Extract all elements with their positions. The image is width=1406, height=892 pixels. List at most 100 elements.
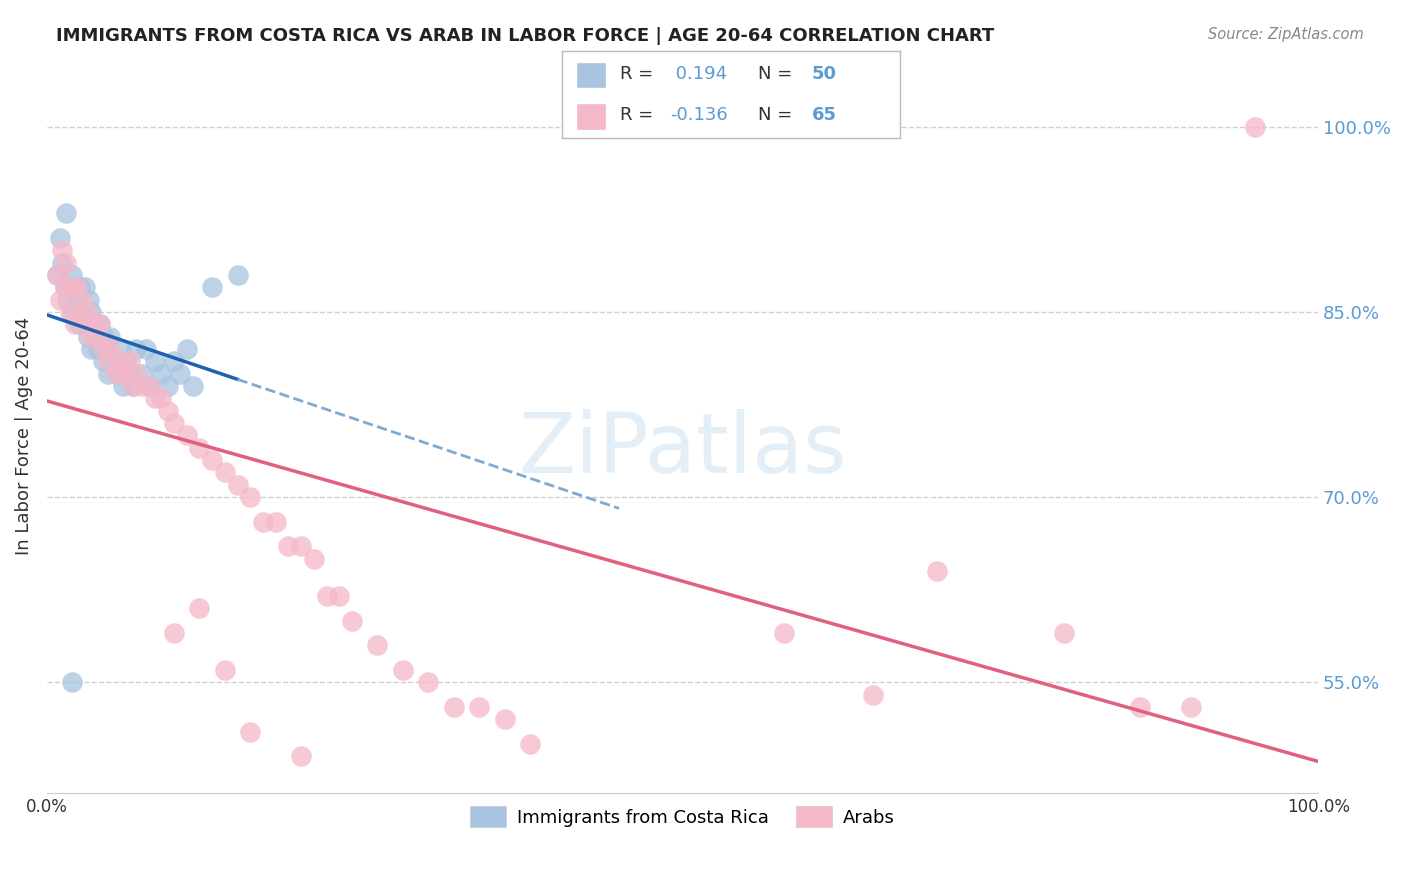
Point [150,367,173,381]
Point [114,354,136,368]
Point [1129,700,1152,714]
Point [143,354,166,368]
Point [1243,120,1265,134]
Point [188,601,211,615]
Point [226,477,249,491]
Text: R =: R = [620,65,659,84]
Point [122,379,145,393]
Point [91,354,114,368]
Point [214,663,236,677]
Point [59,305,82,319]
Point [105,367,128,381]
Point [80,305,103,319]
Point [53,280,76,294]
Point [277,540,299,554]
Point [51,244,73,258]
Point [519,737,541,751]
Point [87,329,110,343]
Point [93,329,115,343]
Point [51,255,73,269]
Point [131,379,153,393]
Point [110,342,132,356]
Point [53,280,76,294]
Point [131,367,153,381]
Text: -0.136: -0.136 [671,105,728,124]
Point [46,268,69,282]
Point [392,663,415,677]
Point [89,318,111,332]
Point [55,206,77,220]
Point [773,626,796,640]
Point [264,515,287,529]
Point [290,749,312,764]
Point [163,626,186,640]
Point [72,305,94,319]
FancyBboxPatch shape [576,62,606,88]
Text: Source: ZipAtlas.com: Source: ZipAtlas.com [1208,27,1364,42]
Point [169,367,191,381]
Point [366,638,388,652]
Point [82,318,104,332]
Point [94,342,117,356]
Point [176,428,198,442]
Point [112,367,135,381]
Point [156,379,179,393]
Point [201,280,224,294]
Point [143,392,166,406]
Point [112,379,135,393]
Point [76,329,98,343]
Point [125,342,148,356]
Point [135,342,157,356]
Point [59,280,82,294]
Point [118,367,141,381]
Point [150,392,173,406]
Point [252,515,274,529]
Point [46,268,69,282]
Point [66,280,89,294]
Point [1053,626,1076,640]
Point [60,268,83,282]
Point [93,342,115,356]
Point [67,318,90,332]
Point [97,367,120,381]
FancyBboxPatch shape [576,103,606,129]
Point [66,293,89,307]
Point [100,329,122,343]
Point [201,453,224,467]
Point [176,342,198,356]
Y-axis label: In Labor Force | Age 20-64: In Labor Force | Age 20-64 [15,317,32,555]
Text: 50: 50 [813,65,837,84]
Point [418,675,440,690]
Point [77,293,100,307]
Point [97,354,120,368]
Point [494,712,516,726]
Point [48,231,70,245]
Point [138,379,160,393]
Point [84,329,107,343]
Point [60,280,83,294]
Point [188,441,211,455]
Point [69,280,91,294]
Point [87,342,110,356]
Text: ZiPatlas: ZiPatlas [519,409,846,491]
Point [60,305,83,319]
Point [138,379,160,393]
Point [80,329,103,343]
Point [340,614,363,628]
Point [1180,700,1202,714]
Point [163,354,186,368]
Point [56,293,79,307]
Point [925,564,948,578]
Point [67,305,90,319]
Point [84,318,107,332]
Point [73,318,96,332]
Point [105,367,128,381]
Point [443,700,465,714]
Point [60,675,83,690]
Point [110,354,132,368]
Point [468,700,491,714]
Point [181,379,204,393]
Text: N =: N = [758,105,799,124]
Point [63,280,86,294]
Text: IMMIGRANTS FROM COSTA RICA VS ARAB IN LABOR FORCE | AGE 20-64 CORRELATION CHART: IMMIGRANTS FROM COSTA RICA VS ARAB IN LA… [56,27,994,45]
